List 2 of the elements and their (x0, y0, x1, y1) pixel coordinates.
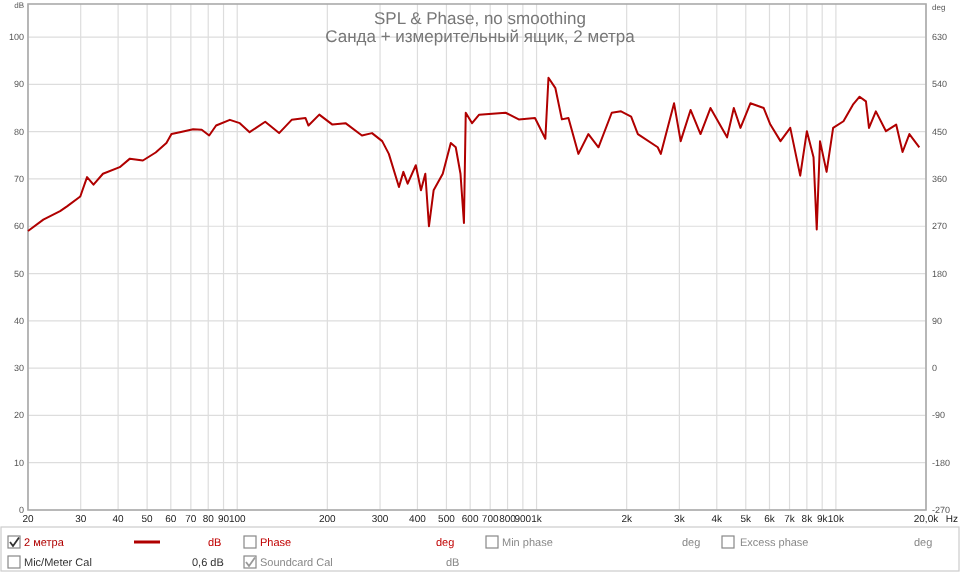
text: Санда + измерительный ящик, 2 метра (325, 26, 636, 46)
chart-title: SPL & Phase, no smoothing (373, 8, 587, 28)
